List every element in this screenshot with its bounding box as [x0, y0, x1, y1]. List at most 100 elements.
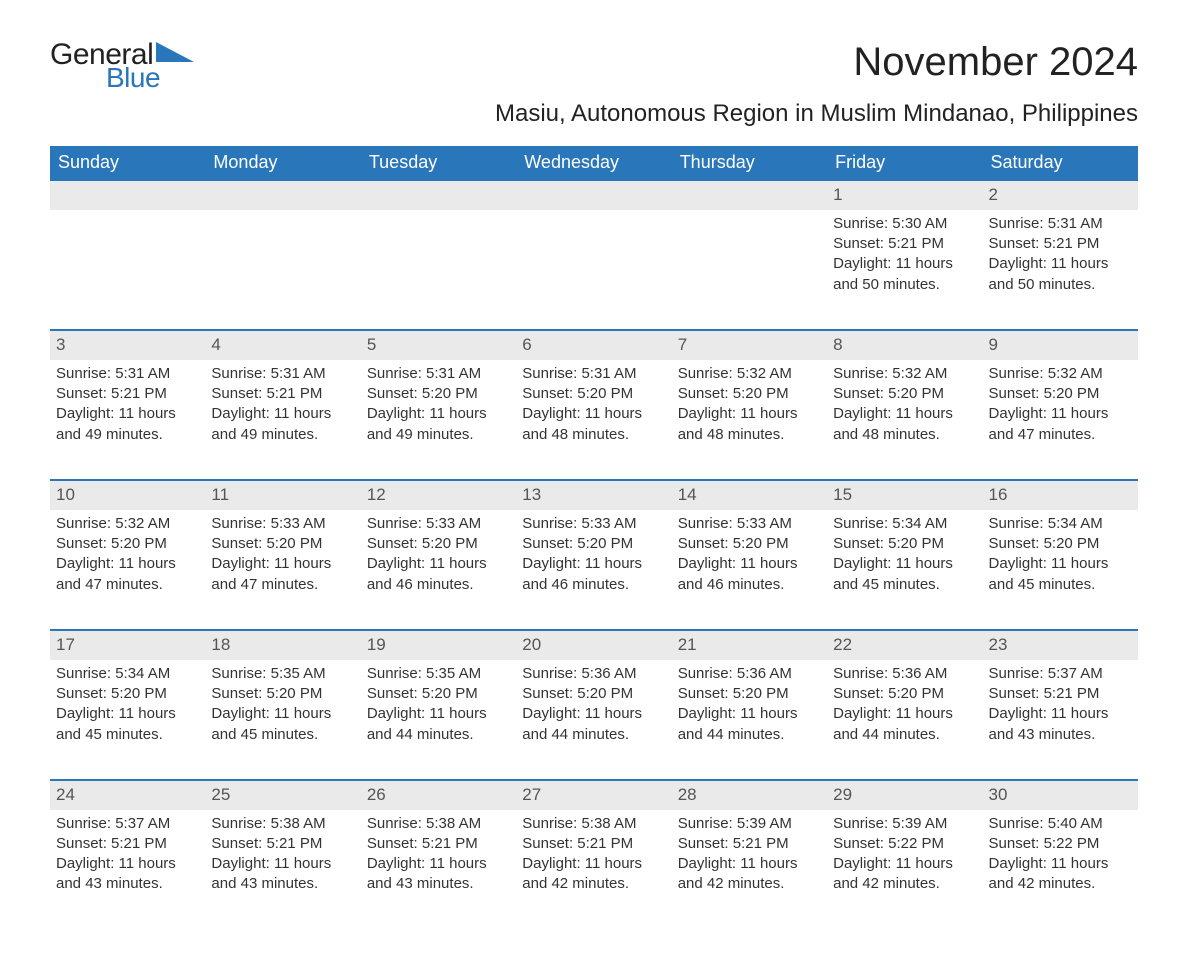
daylight-text: Daylight: 11 hours and 49 minutes.: [56, 404, 195, 445]
day-details: Sunrise: 5:38 AMSunset: 5:21 PMDaylight:…: [367, 814, 510, 895]
day-details: Sunrise: 5:36 AMSunset: 5:20 PMDaylight:…: [522, 664, 665, 745]
sunset-text: Sunset: 5:21 PM: [989, 234, 1128, 254]
calendar-table: SundayMondayTuesdayWednesdayThursdayFrid…: [50, 146, 1138, 929]
calendar-cell: 24Sunrise: 5:37 AMSunset: 5:21 PMDayligh…: [50, 780, 205, 929]
sunrise-text: Sunrise: 5:32 AM: [56, 514, 195, 534]
day-number: 24: [50, 781, 205, 810]
calendar-cell: 9 Sunrise: 5:32 AMSunset: 5:20 PMDaylight…: [983, 330, 1138, 480]
calendar-cell: 22Sunrise: 5:36 AMSunset: 5:20 PMDayligh…: [827, 630, 982, 780]
calendar-cell-empty: [50, 180, 205, 330]
daylight-text: Daylight: 11 hours and 47 minutes.: [989, 404, 1128, 445]
calendar-cell-empty: [361, 180, 516, 330]
day-number: 22: [827, 631, 982, 660]
day-number: 16: [983, 481, 1138, 510]
daylight-text: Daylight: 11 hours and 44 minutes.: [367, 704, 506, 745]
calendar-cell-empty: [672, 180, 827, 330]
sunrise-text: Sunrise: 5:31 AM: [989, 214, 1128, 234]
day-number: 21: [672, 631, 827, 660]
day-number: 7: [672, 331, 827, 360]
day-number: 1: [827, 181, 982, 210]
day-details: Sunrise: 5:32 AMSunset: 5:20 PMDaylight:…: [833, 364, 976, 445]
sunrise-text: Sunrise: 5:36 AM: [678, 664, 817, 684]
weekday-header: Tuesday: [361, 146, 516, 180]
sunset-text: Sunset: 5:20 PM: [833, 384, 972, 404]
day-number: 23: [983, 631, 1138, 660]
day-details: Sunrise: 5:34 AMSunset: 5:20 PMDaylight:…: [56, 664, 199, 745]
day-number: 19: [361, 631, 516, 660]
day-details: Sunrise: 5:39 AMSunset: 5:22 PMDaylight:…: [833, 814, 976, 895]
calendar-cell: 2Sunrise: 5:31 AMSunset: 5:21 PMDaylight…: [983, 180, 1138, 330]
weekday-header: Friday: [827, 146, 982, 180]
calendar-week-row: 1Sunrise: 5:30 AMSunset: 5:21 PMDaylight…: [50, 180, 1138, 330]
daylight-text: Daylight: 11 hours and 42 minutes.: [678, 854, 817, 895]
sunset-text: Sunset: 5:20 PM: [56, 534, 195, 554]
sunrise-text: Sunrise: 5:35 AM: [367, 664, 506, 684]
sunrise-text: Sunrise: 5:33 AM: [211, 514, 350, 534]
sunrise-text: Sunrise: 5:38 AM: [522, 814, 661, 834]
logo-text-blue: Blue: [106, 64, 160, 92]
daylight-text: Daylight: 11 hours and 47 minutes.: [56, 554, 195, 595]
day-number: 28: [672, 781, 827, 810]
sunset-text: Sunset: 5:21 PM: [211, 384, 350, 404]
day-number: 18: [205, 631, 360, 660]
sunset-text: Sunset: 5:21 PM: [833, 234, 972, 254]
sunset-text: Sunset: 5:20 PM: [989, 384, 1128, 404]
sunrise-text: Sunrise: 5:38 AM: [367, 814, 506, 834]
sunset-text: Sunset: 5:20 PM: [678, 384, 817, 404]
day-details: Sunrise: 5:33 AMSunset: 5:20 PMDaylight:…: [367, 514, 510, 595]
day-number: 9: [983, 331, 1138, 360]
day-number: 13: [516, 481, 671, 510]
sunset-text: Sunset: 5:20 PM: [833, 534, 972, 554]
day-number-bar-empty: [672, 181, 827, 210]
calendar-cell: 29 Sunrise: 5:39 AMSunset: 5:22 PMDayligh…: [827, 780, 982, 929]
calendar-cell: 25Sunrise: 5:38 AMSunset: 5:21 PMDayligh…: [205, 780, 360, 929]
sunrise-text: Sunrise: 5:31 AM: [367, 364, 506, 384]
day-details: Sunrise: 5:32 AMSunset: 5:20 PMDaylight:…: [989, 364, 1132, 445]
day-number: 4: [205, 331, 360, 360]
sunset-text: Sunset: 5:20 PM: [522, 684, 661, 704]
sunrise-text: Sunrise: 5:35 AM: [211, 664, 350, 684]
sunset-text: Sunset: 5:20 PM: [56, 684, 195, 704]
sunset-text: Sunset: 5:20 PM: [367, 684, 506, 704]
day-details: Sunrise: 5:33 AMSunset: 5:20 PMDaylight:…: [211, 514, 354, 595]
day-number: 2: [983, 181, 1138, 210]
sunset-text: Sunset: 5:20 PM: [522, 534, 661, 554]
daylight-text: Daylight: 11 hours and 44 minutes.: [678, 704, 817, 745]
weekday-header-row: SundayMondayTuesdayWednesdayThursdayFrid…: [50, 146, 1138, 180]
sunrise-text: Sunrise: 5:38 AM: [211, 814, 350, 834]
sunrise-text: Sunrise: 5:33 AM: [678, 514, 817, 534]
day-details: Sunrise: 5:31 AMSunset: 5:21 PMDaylight:…: [56, 364, 199, 445]
calendar-week-row: 10Sunrise: 5:32 AMSunset: 5:20 PMDayligh…: [50, 480, 1138, 630]
day-number: 10: [50, 481, 205, 510]
day-number: 29: [827, 781, 982, 810]
header: General Blue November 2024: [50, 40, 1138, 92]
sunrise-text: Sunrise: 5:40 AM: [989, 814, 1128, 834]
sunrise-text: Sunrise: 5:32 AM: [989, 364, 1128, 384]
weekday-header: Wednesday: [516, 146, 671, 180]
day-number: 30: [983, 781, 1138, 810]
day-number-bar-empty: [516, 181, 671, 210]
daylight-text: Daylight: 11 hours and 43 minutes.: [367, 854, 506, 895]
calendar-cell: 21Sunrise: 5:36 AMSunset: 5:20 PMDayligh…: [672, 630, 827, 780]
logo: General Blue: [50, 40, 194, 92]
day-details: Sunrise: 5:31 AMSunset: 5:20 PMDaylight:…: [367, 364, 510, 445]
calendar-week-row: 17Sunrise: 5:34 AMSunset: 5:20 PMDayligh…: [50, 630, 1138, 780]
day-number: 14: [672, 481, 827, 510]
daylight-text: Daylight: 11 hours and 47 minutes.: [211, 554, 350, 595]
sunset-text: Sunset: 5:20 PM: [522, 384, 661, 404]
day-details: Sunrise: 5:35 AMSunset: 5:20 PMDaylight:…: [211, 664, 354, 745]
calendar-cell: 12Sunrise: 5:33 AMSunset: 5:20 PMDayligh…: [361, 480, 516, 630]
day-details: Sunrise: 5:31 AMSunset: 5:20 PMDaylight:…: [522, 364, 665, 445]
sunrise-text: Sunrise: 5:34 AM: [989, 514, 1128, 534]
sunrise-text: Sunrise: 5:37 AM: [989, 664, 1128, 684]
day-details: Sunrise: 5:33 AMSunset: 5:20 PMDaylight:…: [522, 514, 665, 595]
sunrise-text: Sunrise: 5:32 AM: [678, 364, 817, 384]
calendar-cell: 1Sunrise: 5:30 AMSunset: 5:21 PMDaylight…: [827, 180, 982, 330]
sunset-text: Sunset: 5:20 PM: [367, 534, 506, 554]
daylight-text: Daylight: 11 hours and 46 minutes.: [522, 554, 661, 595]
daylight-text: Daylight: 11 hours and 44 minutes.: [522, 704, 661, 745]
daylight-text: Daylight: 11 hours and 45 minutes.: [989, 554, 1128, 595]
day-number: 11: [205, 481, 360, 510]
day-number-bar-empty: [50, 181, 205, 210]
day-number: 20: [516, 631, 671, 660]
